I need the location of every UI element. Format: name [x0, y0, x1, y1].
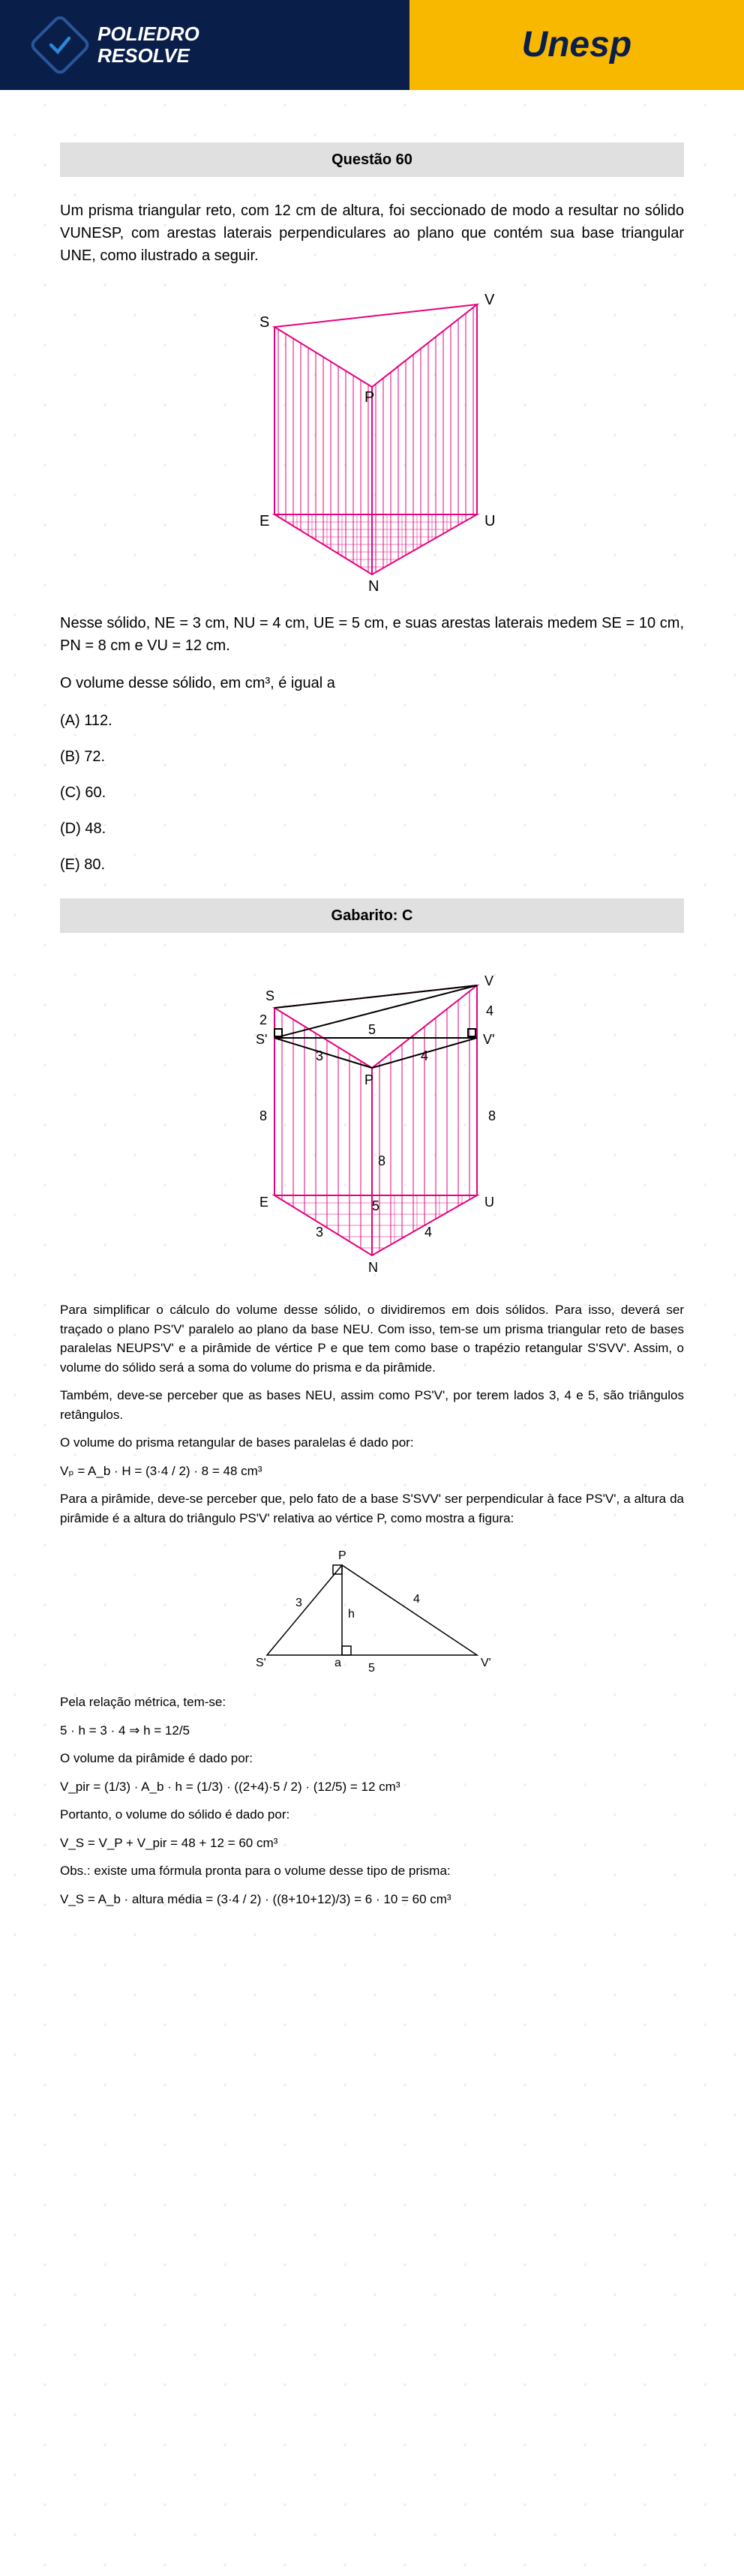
svg-text:8: 8: [378, 1153, 386, 1168]
option-b: (B) 72.: [60, 745, 684, 768]
svg-text:E: E: [260, 513, 269, 529]
header-left: POLIEDRO RESOLVE: [0, 0, 410, 90]
svg-text:U: U: [484, 1195, 494, 1210]
svg-text:S: S: [266, 988, 274, 1003]
brand-line2: RESOLVE: [98, 45, 200, 67]
svg-text:V: V: [484, 973, 494, 988]
formula-4: V_S = V_P + V_pir = 48 + 12 = 60 cm³: [60, 1834, 684, 1853]
question-ask: O volume desse sólido, em cm³, é igual a: [60, 672, 684, 694]
svg-text:N: N: [368, 1260, 378, 1275]
svg-text:8: 8: [260, 1108, 267, 1123]
svg-text:S: S: [260, 314, 269, 331]
question-stem: Um prisma triangular reto, com 12 cm de …: [60, 199, 684, 267]
figure-3: P S' V' h a 3 4 5: [60, 1543, 684, 1678]
svg-text:3: 3: [296, 1597, 302, 1609]
solution-p1: Para simplificar o cálculo do volume des…: [60, 1300, 684, 1377]
solution-p2: Também, deve-se perceber que as bases NE…: [60, 1386, 684, 1424]
svg-text:5: 5: [368, 1662, 375, 1675]
svg-text:V: V: [484, 292, 495, 308]
svg-text:S': S': [256, 1657, 266, 1669]
svg-text:2: 2: [260, 1012, 267, 1027]
solution-p4: Para a pirâmide, deve-se perceber que, p…: [60, 1489, 684, 1528]
prism-solution-svg: V S S' V' P E U N 2 4 5 3 4 8 8 8 3 4 5: [207, 955, 537, 1285]
formula-3: V_pir = (1/3) · A_b · h = (1/3) · ((2+4)…: [60, 1777, 684, 1797]
svg-text:8: 8: [488, 1108, 496, 1123]
options: (A) 112. (B) 72. (C) 60. (D) 48. (E) 80.: [60, 709, 684, 876]
svg-text:U: U: [484, 513, 495, 529]
svg-text:4: 4: [421, 1048, 428, 1063]
svg-text:V': V': [481, 1657, 491, 1669]
svg-text:4: 4: [424, 1225, 432, 1240]
svg-text:S': S': [256, 1032, 267, 1047]
header-right: Unesp: [410, 0, 744, 90]
figure-1: V S P E U N: [60, 282, 684, 597]
option-a: (A) 112.: [60, 709, 684, 732]
svg-text:P: P: [364, 389, 374, 406]
brand-line1: POLIEDRO: [98, 23, 200, 45]
answer-title: Gabarito: C: [60, 898, 684, 933]
option-d: (D) 48.: [60, 817, 684, 840]
option-e: (E) 80.: [60, 853, 684, 876]
svg-text:3: 3: [316, 1048, 323, 1063]
formula-1: Vₚ = A_b · H = (3·4 / 2) · 8 = 48 cm³: [60, 1462, 684, 1481]
question-given: Nesse sólido, NE = 3 cm, NU = 4 cm, UE =…: [60, 612, 684, 657]
svg-text:3: 3: [316, 1225, 323, 1240]
solution-p8: Obs.: existe uma fórmula pronta para o v…: [60, 1861, 684, 1881]
solution-p5: Pela relação métrica, tem-se:: [60, 1693, 684, 1712]
header: POLIEDRO RESOLVE Unesp: [0, 0, 744, 90]
formula-2: 5 · h = 3 · 4 ⇒ h = 12/5: [60, 1721, 684, 1741]
solution-p6: O volume da pirâmide é dado por:: [60, 1749, 684, 1768]
question-title: Questão 60: [60, 142, 684, 177]
prism-svg: V S P E U N: [214, 282, 530, 597]
logo-badge-icon: [28, 13, 92, 77]
svg-text:E: E: [260, 1195, 268, 1210]
triangle-svg: P S' V' h a 3 4 5: [237, 1543, 507, 1678]
svg-text:4: 4: [413, 1593, 420, 1606]
svg-text:P: P: [364, 1072, 374, 1087]
svg-text:V': V': [483, 1032, 494, 1047]
brand-text: POLIEDRO RESOLVE: [98, 23, 200, 66]
solution-p7: Portanto, o volume do sólido é dado por:: [60, 1805, 684, 1825]
solution-p3: O volume do prisma retangular de bases p…: [60, 1433, 684, 1453]
exam-name: Unesp: [521, 18, 632, 72]
svg-text:5: 5: [368, 1022, 376, 1037]
formula-5: V_S = A_b · altura média = (3·4 / 2) · (…: [60, 1890, 684, 1909]
svg-text:5: 5: [372, 1198, 380, 1213]
svg-text:N: N: [368, 578, 379, 595]
content: Questão 60 Um prisma triangular reto, co…: [0, 90, 744, 1948]
svg-text:P: P: [338, 1549, 346, 1562]
svg-text:4: 4: [486, 1003, 494, 1018]
svg-text:a: a: [334, 1657, 341, 1669]
figure-2: V S S' V' P E U N 2 4 5 3 4 8 8 8 3 4 5: [60, 955, 684, 1285]
svg-text:h: h: [348, 1608, 355, 1621]
option-c: (C) 60.: [60, 781, 684, 804]
